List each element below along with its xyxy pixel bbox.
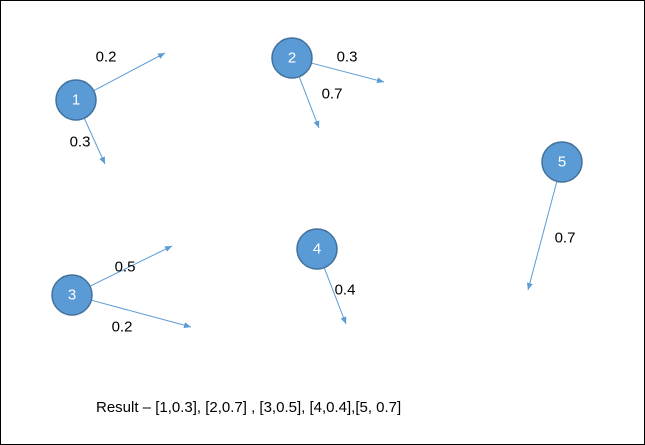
edge-label-2-3: 0.3 xyxy=(337,49,358,66)
edge-arrow-1-1 xyxy=(93,52,166,92)
node-1-label: 1 xyxy=(72,92,80,109)
edge-label-1-1: 0.2 xyxy=(96,49,117,66)
node-5-label: 5 xyxy=(558,154,566,171)
edge-label-5-8: 0.7 xyxy=(555,230,576,247)
result-text: Result – [1,0.3], [2,0.7] , [3,0.5], [4,… xyxy=(96,399,402,416)
edge-labels-layer: 0.2 0.3 0.3 0.7 0.5 0.2 0.4 0.7 xyxy=(70,49,576,336)
node-5-circle xyxy=(541,141,583,183)
node-2-circle xyxy=(271,37,313,79)
node-3-label: 3 xyxy=(68,287,76,304)
edge-arrow-5-8 xyxy=(526,181,558,291)
edge-label-3-5: 0.5 xyxy=(115,259,136,276)
edge-label-1-2: 0.3 xyxy=(70,134,91,151)
edge-label-2-4: 0.7 xyxy=(322,86,343,103)
edge-arrow-4-7 xyxy=(323,267,347,325)
node-4-label: 4 xyxy=(313,241,321,258)
edges-layer xyxy=(83,52,558,329)
edge-label-4-7: 0.4 xyxy=(335,282,356,299)
node-3-circle xyxy=(51,274,93,316)
node-1-circle xyxy=(55,79,97,121)
node-2-label: 2 xyxy=(288,50,296,67)
edge-arrow-2-3 xyxy=(311,62,385,84)
nodes-layer: 1 2 3 4 5 xyxy=(51,37,583,316)
edge-label-3-6: 0.2 xyxy=(112,319,133,336)
edge-arrow-3-6 xyxy=(91,299,192,329)
edge-arrow-2-4 xyxy=(298,76,320,129)
node-4-circle xyxy=(296,228,338,270)
edge-arrow-3-5 xyxy=(89,245,173,287)
edge-arrow-1-2 xyxy=(83,118,106,165)
